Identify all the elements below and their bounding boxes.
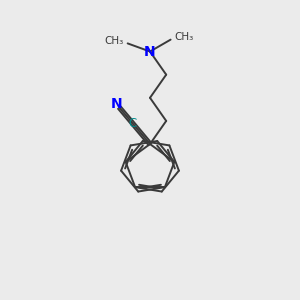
Text: CH₃: CH₃ [105, 36, 124, 46]
Text: CH₃: CH₃ [174, 32, 194, 42]
Text: C: C [128, 117, 136, 130]
Text: N: N [111, 97, 123, 111]
Text: N: N [144, 44, 156, 58]
